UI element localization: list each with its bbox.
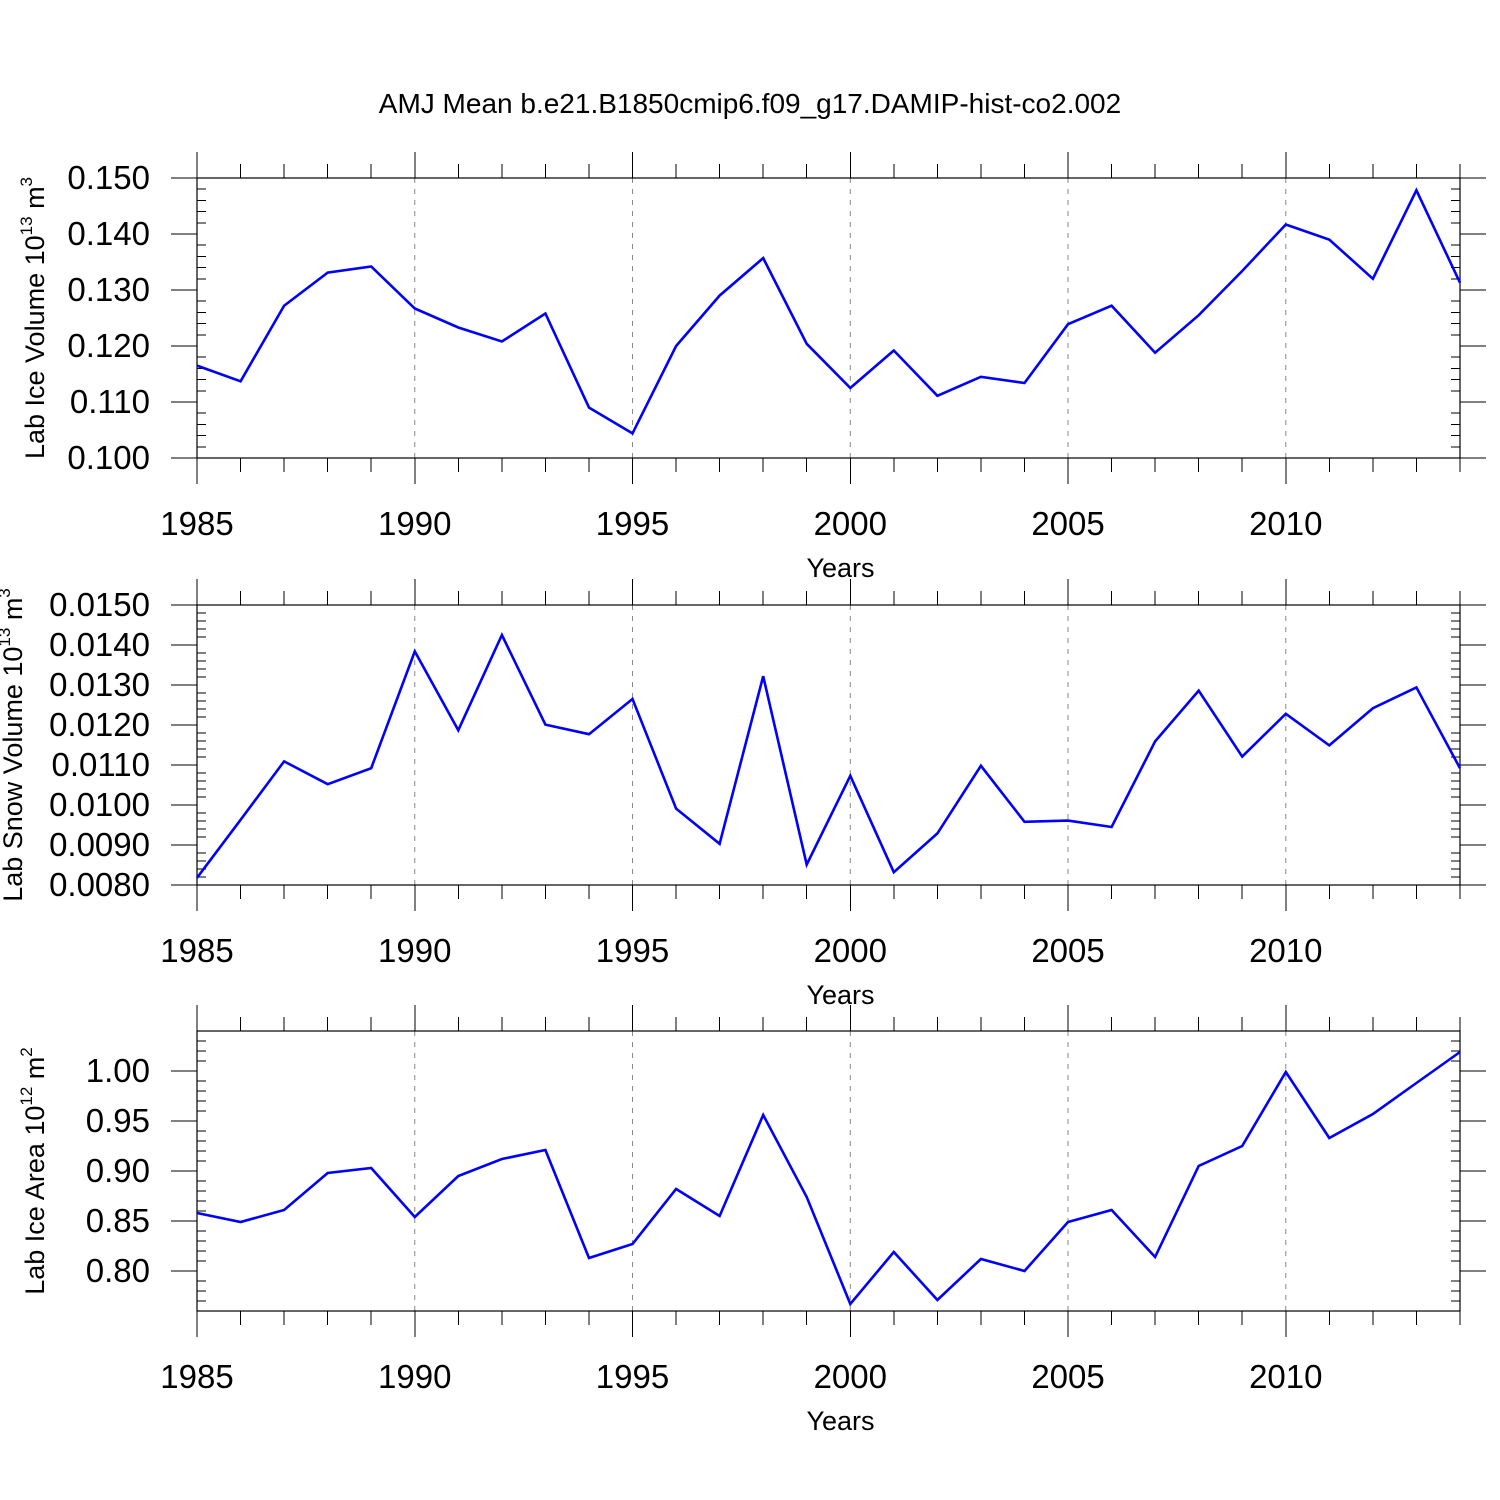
- x-tick-label: 1985: [160, 932, 233, 969]
- y-tick-label: 0.0140: [49, 626, 150, 663]
- panel-ice-volume: 0.100 0.110 0.120 0.130 0.140 0.150 1985 1990 19…: [17, 152, 1486, 583]
- chart-title: AMJ Mean b.e21.B1850cmip6.f09_g17.DAMIP-…: [378, 88, 1122, 119]
- x-tick-label: 2005: [1031, 1358, 1104, 1395]
- axes: 0.100 0.110 0.120 0.130 0.140 0.150 1985 1990 19…: [17, 152, 1486, 583]
- x-tick-label: 1990: [378, 932, 451, 969]
- x-tick-label: 1990: [378, 505, 451, 542]
- y-tick-label: 0.85: [86, 1202, 150, 1239]
- y-axis-label: Lab Snow Volume 1013 m3: [0, 588, 28, 902]
- x-tick-label: 1985: [160, 505, 233, 542]
- y-tick-label: 0.130: [67, 271, 150, 308]
- x-axis-label: Years: [806, 1406, 874, 1436]
- y-tick-label: 0.95: [86, 1102, 150, 1139]
- y-tick-label: 0.0100: [49, 786, 150, 823]
- y-tick-label: 0.0090: [49, 826, 150, 863]
- y-tick-label: 0.140: [67, 215, 150, 252]
- y-tick-label: 1.00: [86, 1052, 150, 1089]
- x-tick-label: 1985: [160, 1358, 233, 1395]
- y-tick-label: 0.110: [70, 383, 150, 420]
- x-tick-label: 2010: [1249, 932, 1322, 969]
- y-tick-label: 0.0110: [52, 746, 150, 783]
- x-axis-label: Years: [806, 980, 874, 1010]
- x-tick-label: 2000: [814, 932, 887, 969]
- series-line: [195, 631, 1462, 879]
- panel-ice-area: 0.80 0.85 0.90 0.95 1.00 1985 1990 1995 2000 2005…: [17, 1005, 1486, 1436]
- y-axis-label: Lab Ice Volume 1013 m3: [17, 177, 50, 459]
- x-tick-label: 2005: [1031, 505, 1104, 542]
- x-tick-label: 2000: [814, 505, 887, 542]
- plot-frame: [196, 177, 1461, 459]
- x-tick-label: 2005: [1031, 932, 1104, 969]
- plot-frame: [196, 1030, 1461, 1312]
- axes: 0.80 0.85 0.90 0.95 1.00 1985 1990 1995 2000 2005…: [17, 1005, 1486, 1436]
- y-tick-label: 0.0080: [49, 866, 150, 903]
- y-tick-label: 0.0120: [49, 706, 150, 743]
- y-tick-label: 0.150: [67, 159, 150, 196]
- x-tick-label: 2010: [1249, 1358, 1322, 1395]
- series-line: [196, 187, 1462, 436]
- x-tick-label: 1995: [596, 1358, 669, 1395]
- plot-frame: [196, 604, 1461, 886]
- panel-snow-volume: 0.00800.00900.01000.01100.01200.01300.01…: [0, 579, 1486, 1010]
- x-tick-label: 1995: [596, 505, 669, 542]
- y-tick-label: 0.90: [86, 1152, 150, 1189]
- x-tick-label: 2010: [1249, 505, 1322, 542]
- y-tick-label: 0.0150: [49, 586, 150, 623]
- y-tick-label: 0.0130: [49, 666, 150, 703]
- x-tick-label: 2000: [814, 1358, 887, 1395]
- y-tick-label: 0.80: [86, 1252, 150, 1289]
- y-axis-label: Lab Ice Area 1012 m2: [17, 1047, 50, 1295]
- x-tick-label: 1990: [378, 1358, 451, 1395]
- y-tick-label: 0.120: [67, 327, 150, 364]
- axes: 0.00800.00900.01000.01100.01200.01300.01…: [0, 579, 1486, 1010]
- x-axis-label: Years: [806, 553, 874, 583]
- x-tick-label: 1995: [596, 932, 669, 969]
- y-tick-label: 0.100: [67, 439, 150, 476]
- series-line: [196, 1050, 1461, 1307]
